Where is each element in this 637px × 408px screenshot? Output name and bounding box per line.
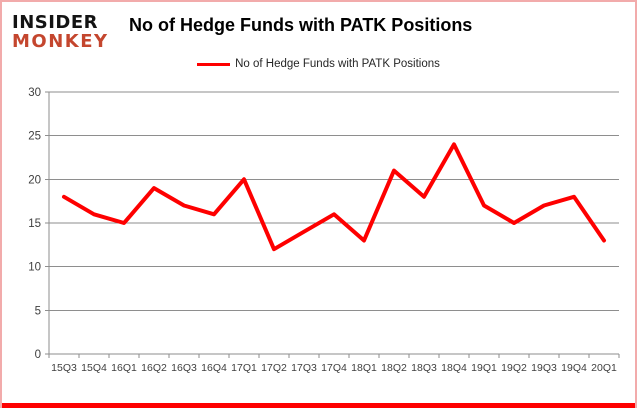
series-line	[62, 142, 606, 252]
logo-monkey-text: MONKEY	[12, 31, 109, 52]
y-axis-label: 25	[28, 131, 41, 143]
legend-line-marker-icon	[197, 62, 231, 66]
y-axis-label: 0	[35, 349, 41, 361]
chart-legend: No of Hedge Funds with PATK Positions	[2, 58, 635, 70]
x-axis-label: 19Q1	[471, 362, 497, 374]
y-axis-label: 15	[28, 218, 41, 230]
legend-series-label: No of Hedge Funds with PATK Positions	[235, 58, 440, 70]
x-axis-label: 15Q3	[51, 362, 77, 374]
x-axis-label: 19Q2	[501, 362, 527, 374]
y-axis-label: 5	[35, 305, 41, 317]
x-axis-label: 18Q2	[381, 362, 407, 374]
insider-monkey-logo: INSIDER MONKEY	[12, 13, 109, 51]
x-axis-label: 18Q3	[411, 362, 437, 374]
x-axis-label: 20Q1	[591, 362, 617, 374]
x-axis-label: 17Q3	[291, 362, 317, 374]
y-axis-label: 10	[28, 262, 41, 274]
x-axis-label: 16Q1	[111, 362, 137, 374]
x-axis-label: 17Q2	[261, 362, 287, 374]
chart-title: No of Hedge Funds with PATK Positions	[129, 15, 473, 35]
x-axis-label: 17Q4	[321, 362, 347, 374]
x-axis-label: 19Q4	[561, 362, 587, 374]
y-axis-label: 30	[28, 87, 41, 99]
x-axis-label: 18Q1	[351, 362, 377, 374]
x-axis-label: 16Q3	[171, 362, 197, 374]
logo-insider-text: INSIDER	[12, 12, 99, 33]
y-axis-label: 20	[28, 174, 41, 186]
x-axis-label: 17Q1	[231, 362, 257, 374]
x-axis-label: 16Q4	[201, 362, 227, 374]
x-axis-label: 15Q4	[81, 362, 107, 374]
x-axis-label: 16Q2	[141, 362, 167, 374]
x-axis-label: 19Q3	[531, 362, 557, 374]
bottom-red-bar	[2, 403, 635, 408]
x-axis-label: 18Q4	[441, 362, 467, 374]
